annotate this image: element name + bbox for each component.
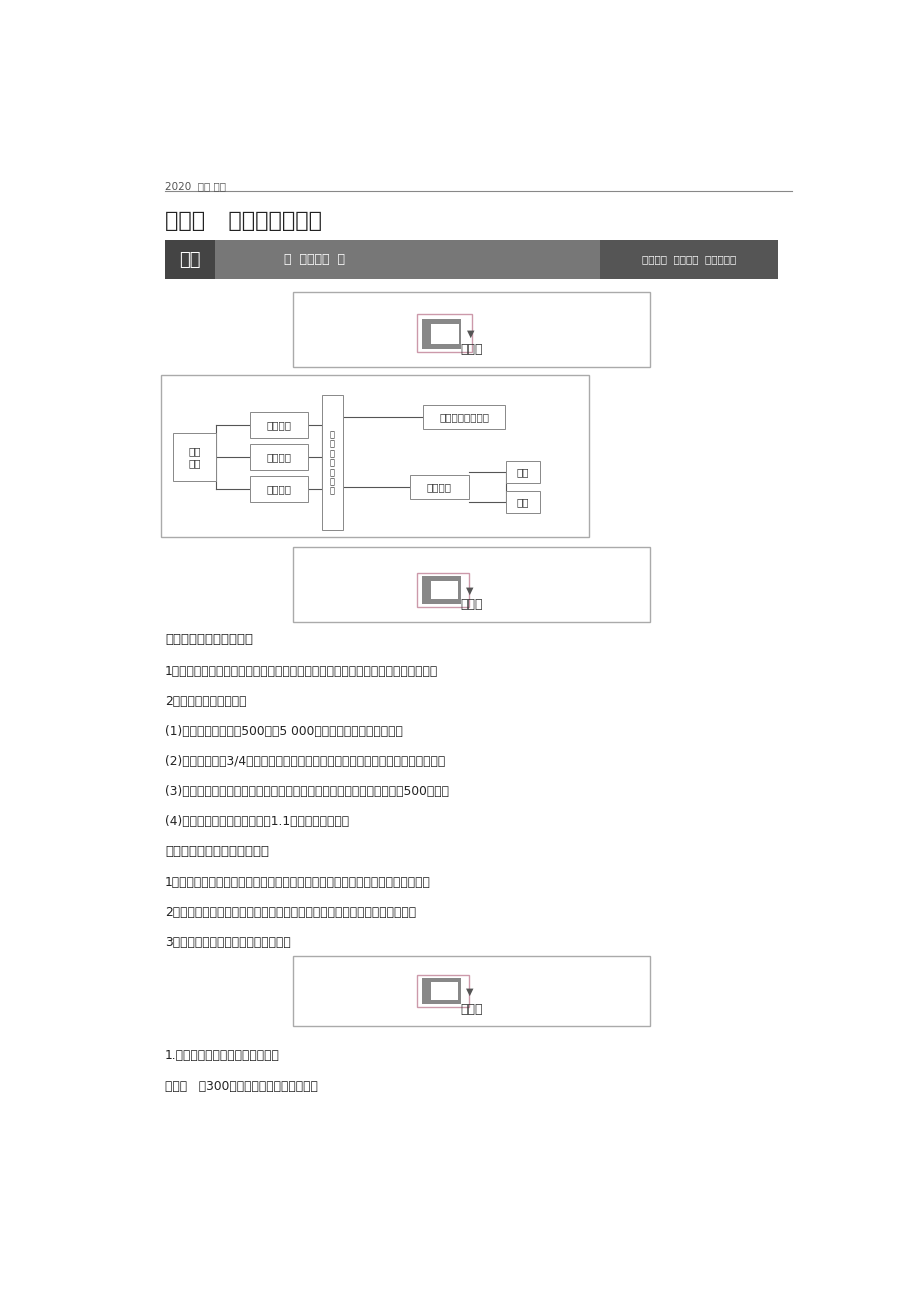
Text: 1.阅读材料，据此完成下列问题。: 1.阅读材料，据此完成下列问题。 <box>165 1048 279 1061</box>
Text: 物种
灭绝: 物种 灭绝 <box>188 447 201 467</box>
Text: 材料一   近300年来世界物种灭绝的趋势。: 材料一 近300年来世界物种灭绝的趋势。 <box>165 1079 317 1092</box>
Text: 填一填: 填一填 <box>460 599 482 612</box>
Text: ▼: ▼ <box>466 586 473 595</box>
FancyBboxPatch shape <box>421 319 460 349</box>
Text: 自然灭绝: 自然灭绝 <box>267 452 291 462</box>
FancyBboxPatch shape <box>322 395 343 530</box>
Text: ▼: ▼ <box>467 328 474 339</box>
FancyBboxPatch shape <box>165 241 215 279</box>
FancyBboxPatch shape <box>421 577 460 604</box>
FancyBboxPatch shape <box>165 241 777 279</box>
Text: (3)物种寿命：物种也有发生、发育和消亡的过程，物种平均寿命大约是500万年。: (3)物种寿命：物种也有发生、发育和消亡的过程，物种平均寿命大约是500万年。 <box>165 785 448 798</box>
Text: 3．灭绝种类：大部分为植物和昆虫。: 3．灭绝种类：大部分为植物和昆虫。 <box>165 936 290 949</box>
Text: 2020  高考 物理: 2020 高考 物理 <box>165 181 226 191</box>
FancyBboxPatch shape <box>174 434 216 480</box>
FancyBboxPatch shape <box>421 978 460 1004</box>
Text: 2．生物多样性的现状：: 2．生物多样性的现状： <box>165 694 246 707</box>
FancyBboxPatch shape <box>161 375 588 538</box>
FancyBboxPatch shape <box>430 982 458 1000</box>
Text: 人为灭绝: 人为灭绝 <box>267 484 291 493</box>
Text: 生
物
多
样
性
保
护: 生 物 多 样 性 保 护 <box>330 431 335 496</box>
FancyBboxPatch shape <box>423 405 505 428</box>
Text: 一测: 一测 <box>179 250 200 268</box>
Text: 分层设计  助学助记  认知更深刻: 分层设计 助学助记 认知更深刻 <box>641 254 735 264</box>
Text: 物种寿命: 物种寿命 <box>267 421 291 430</box>
Text: (1)物种数量：估计有500万～5 000万种，目前数量日益减少。: (1)物种数量：估计有500万～5 000万种，目前数量日益减少。 <box>165 725 403 738</box>
Text: 1．生物多样性的层次：包括遗传多样性、物种多样性和生态系统多样性三个层次。: 1．生物多样性的层次：包括遗传多样性、物种多样性和生态系统多样性三个层次。 <box>165 664 437 677</box>
FancyBboxPatch shape <box>505 461 539 483</box>
FancyBboxPatch shape <box>293 547 649 622</box>
Text: (2)物种分布：约3/4生活在热带地区，以生活在热带雨林和珊瑚礁中的最为丰富。: (2)物种分布：约3/4生活在热带地区，以生活在热带雨林和珊瑚礁中的最为丰富。 <box>165 755 445 768</box>
FancyBboxPatch shape <box>410 475 468 499</box>
Text: 第四节   生物多样性保护: 第四节 生物多样性保护 <box>165 211 322 232</box>
FancyBboxPatch shape <box>293 292 649 367</box>
FancyBboxPatch shape <box>417 314 471 352</box>
Text: 一、物种灭绝现象正常吗: 一、物种灭绝现象正常吗 <box>165 634 253 647</box>
FancyBboxPatch shape <box>249 411 308 437</box>
FancyBboxPatch shape <box>293 956 649 1026</box>
Text: 生物多样性的层次: 生物多样性的层次 <box>439 411 489 422</box>
FancyBboxPatch shape <box>599 241 777 279</box>
Text: 记一记: 记一记 <box>460 342 482 355</box>
Text: 研一研: 研一研 <box>460 1004 482 1017</box>
FancyBboxPatch shape <box>249 477 308 503</box>
Text: 2．人类活动对物种灭绝的影响：人类活动造成物种灭绝的速度在不断增加。: 2．人类活动对物种灭绝的影响：人类活动造成物种灭绝的速度在不断增加。 <box>165 906 415 919</box>
Text: 1．人类活动早期：全部依赖狩猎与采集为生，贪猎是当时物种灭绝的主要原因。: 1．人类活动早期：全部依赖狩猎与采集为生，贪猎是当时物种灭绝的主要原因。 <box>165 876 430 889</box>
Text: (4)灭绝速度：自然状态下平均1.1年灭绝一个物种。: (4)灭绝速度：自然状态下平均1.1年灭绝一个物种。 <box>165 815 348 828</box>
Text: 二、人类活动加速了物种灭绝: 二、人类活动加速了物种灭绝 <box>165 845 268 858</box>
Text: 《  基础过关  》: 《 基础过关 》 <box>284 253 345 266</box>
FancyBboxPatch shape <box>417 573 469 607</box>
FancyBboxPatch shape <box>430 581 458 599</box>
Text: 分布: 分布 <box>516 497 528 506</box>
Text: 数量: 数量 <box>516 467 528 477</box>
FancyBboxPatch shape <box>249 444 308 470</box>
FancyBboxPatch shape <box>417 975 469 1008</box>
FancyBboxPatch shape <box>505 491 539 513</box>
Text: ▼: ▼ <box>466 987 473 996</box>
FancyBboxPatch shape <box>430 324 459 344</box>
Text: 地球物种: 地球物种 <box>426 482 451 492</box>
